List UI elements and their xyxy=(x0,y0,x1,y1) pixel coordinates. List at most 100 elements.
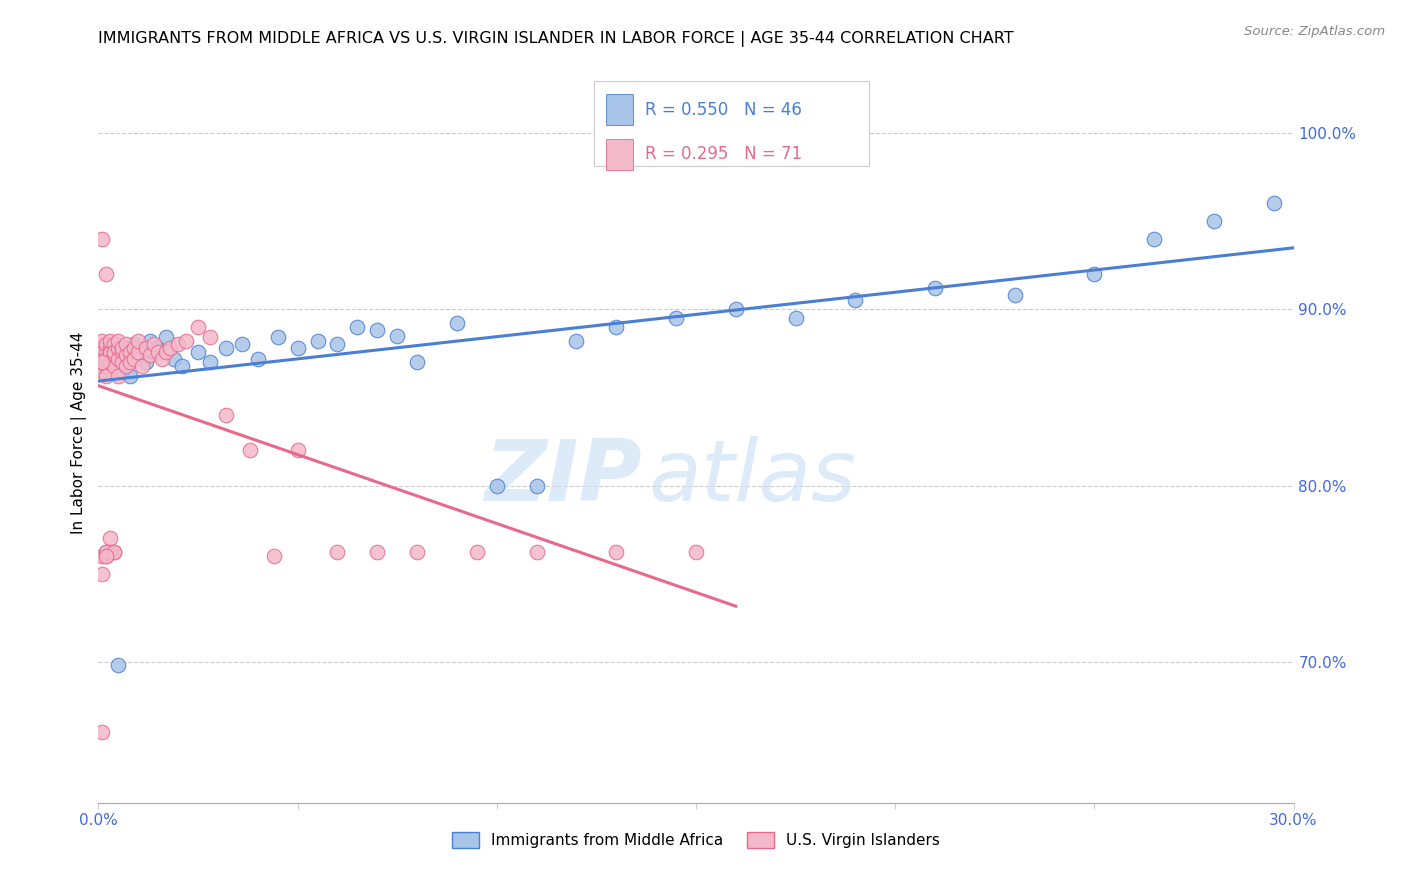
Point xyxy=(326,545,349,559)
Point xyxy=(1083,267,1105,281)
Point xyxy=(115,348,138,362)
Point xyxy=(124,337,146,351)
Point xyxy=(924,281,946,295)
Text: atlas: atlas xyxy=(648,435,856,518)
Point xyxy=(96,549,118,563)
Text: R = 0.295   N = 71: R = 0.295 N = 71 xyxy=(644,145,801,163)
Point xyxy=(159,341,181,355)
Point xyxy=(1202,214,1225,228)
Point xyxy=(246,351,269,366)
Point xyxy=(287,341,309,355)
Point xyxy=(96,267,118,281)
Point xyxy=(366,323,388,337)
Point xyxy=(148,341,170,355)
Point xyxy=(131,344,153,359)
Point xyxy=(167,337,190,351)
Point xyxy=(127,334,149,348)
Point xyxy=(139,348,162,362)
Legend: Immigrants from Middle Africa, U.S. Virgin Islanders: Immigrants from Middle Africa, U.S. Virg… xyxy=(446,826,946,855)
Point xyxy=(143,337,166,351)
Point xyxy=(115,359,138,373)
Point xyxy=(406,545,429,559)
Point xyxy=(98,341,122,355)
Point xyxy=(91,355,114,369)
Point xyxy=(198,330,221,344)
Point xyxy=(120,355,142,369)
Point xyxy=(103,337,125,351)
Point xyxy=(131,359,153,373)
Point xyxy=(96,337,118,351)
Point xyxy=(91,549,114,563)
Point xyxy=(526,478,548,492)
Point xyxy=(103,545,125,559)
Point xyxy=(155,330,177,344)
Point xyxy=(124,351,146,366)
Point xyxy=(665,311,688,326)
Point xyxy=(172,359,194,373)
Point xyxy=(187,344,209,359)
Text: ZIP: ZIP xyxy=(485,435,643,518)
Point xyxy=(155,344,177,359)
Point xyxy=(96,369,118,384)
Point xyxy=(107,341,129,355)
Point xyxy=(139,334,162,348)
Point xyxy=(98,532,122,546)
Point xyxy=(98,355,122,369)
Point xyxy=(287,443,309,458)
Point xyxy=(685,545,707,559)
Point xyxy=(143,344,166,359)
Point xyxy=(385,328,409,343)
Point xyxy=(127,348,149,362)
Point xyxy=(724,302,747,317)
Point xyxy=(565,334,588,348)
Point xyxy=(1143,232,1166,246)
Text: IMMIGRANTS FROM MIDDLE AFRICA VS U.S. VIRGIN ISLANDER IN LABOR FORCE | AGE 35-44: IMMIGRANTS FROM MIDDLE AFRICA VS U.S. VI… xyxy=(98,31,1014,47)
Point xyxy=(465,545,488,559)
FancyBboxPatch shape xyxy=(606,138,633,169)
Point xyxy=(96,545,118,559)
Point xyxy=(174,334,197,348)
Point xyxy=(98,545,122,559)
Point xyxy=(103,351,125,366)
Point xyxy=(605,319,627,334)
Point xyxy=(844,293,866,308)
Point xyxy=(785,311,807,326)
Point xyxy=(111,344,134,359)
Point xyxy=(526,545,548,559)
Point xyxy=(96,545,118,559)
Point xyxy=(231,337,253,351)
Point xyxy=(98,346,122,360)
Point xyxy=(96,549,118,563)
Point xyxy=(91,334,114,348)
Point xyxy=(103,545,125,559)
FancyBboxPatch shape xyxy=(606,95,633,126)
Point xyxy=(198,355,221,369)
Point xyxy=(326,337,349,351)
Point xyxy=(215,408,238,422)
Point xyxy=(263,549,285,563)
Point xyxy=(96,346,118,360)
Point xyxy=(107,658,129,673)
Text: Source: ZipAtlas.com: Source: ZipAtlas.com xyxy=(1244,25,1385,38)
Point xyxy=(98,334,122,348)
Point xyxy=(1263,196,1285,211)
Point xyxy=(91,232,114,246)
Point xyxy=(107,334,129,348)
Point xyxy=(103,344,125,359)
Point xyxy=(91,364,114,378)
Point xyxy=(406,355,429,369)
Point xyxy=(239,443,262,458)
Y-axis label: In Labor Force | Age 35-44: In Labor Force | Age 35-44 xyxy=(72,332,87,533)
Point xyxy=(307,334,329,348)
Point xyxy=(120,369,142,384)
Point xyxy=(96,351,118,366)
Point xyxy=(96,359,118,373)
Point xyxy=(135,341,157,355)
Point xyxy=(366,545,388,559)
Point xyxy=(215,341,238,355)
Point xyxy=(91,725,114,739)
Point xyxy=(111,364,134,378)
Point xyxy=(91,566,114,581)
Point xyxy=(103,348,125,362)
Point xyxy=(103,359,125,373)
